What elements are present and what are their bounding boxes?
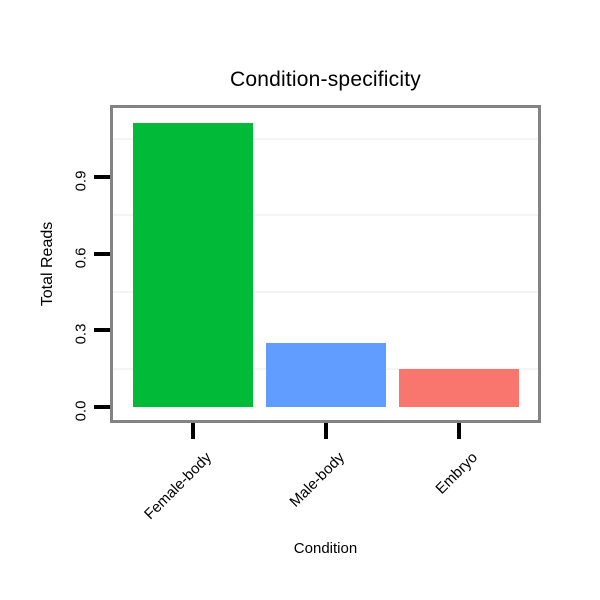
y-axis-tick-label: 0.9 — [72, 170, 90, 192]
x-category-label: Male-body — [286, 449, 349, 511]
bar-male-body — [266, 343, 387, 408]
minor-gridline — [113, 291, 538, 294]
x-axis-title: Condition — [293, 540, 358, 557]
bar-embryo — [399, 368, 520, 408]
x-category-label: Embryo — [432, 449, 482, 498]
y-axis-tick — [94, 328, 110, 333]
bar-female-body — [133, 123, 253, 408]
minor-gridline — [113, 137, 538, 140]
chart-title: Condition-specificity — [230, 68, 421, 91]
y-axis-tick — [94, 251, 110, 256]
y-axis-tick — [94, 405, 110, 410]
x-axis-tick — [457, 423, 462, 439]
x-axis-tick — [324, 423, 329, 439]
y-axis-tick-label: 0.3 — [72, 324, 90, 345]
x-category-label: Female-body — [141, 449, 216, 523]
y-axis-tick-label: 0.0 — [72, 400, 90, 422]
y-axis-tick-label: 0.6 — [72, 247, 90, 269]
y-axis-title: Total Reads — [39, 221, 56, 307]
x-axis-tick — [191, 423, 195, 439]
minor-gridline — [113, 214, 538, 217]
y-axis-tick — [94, 175, 110, 180]
